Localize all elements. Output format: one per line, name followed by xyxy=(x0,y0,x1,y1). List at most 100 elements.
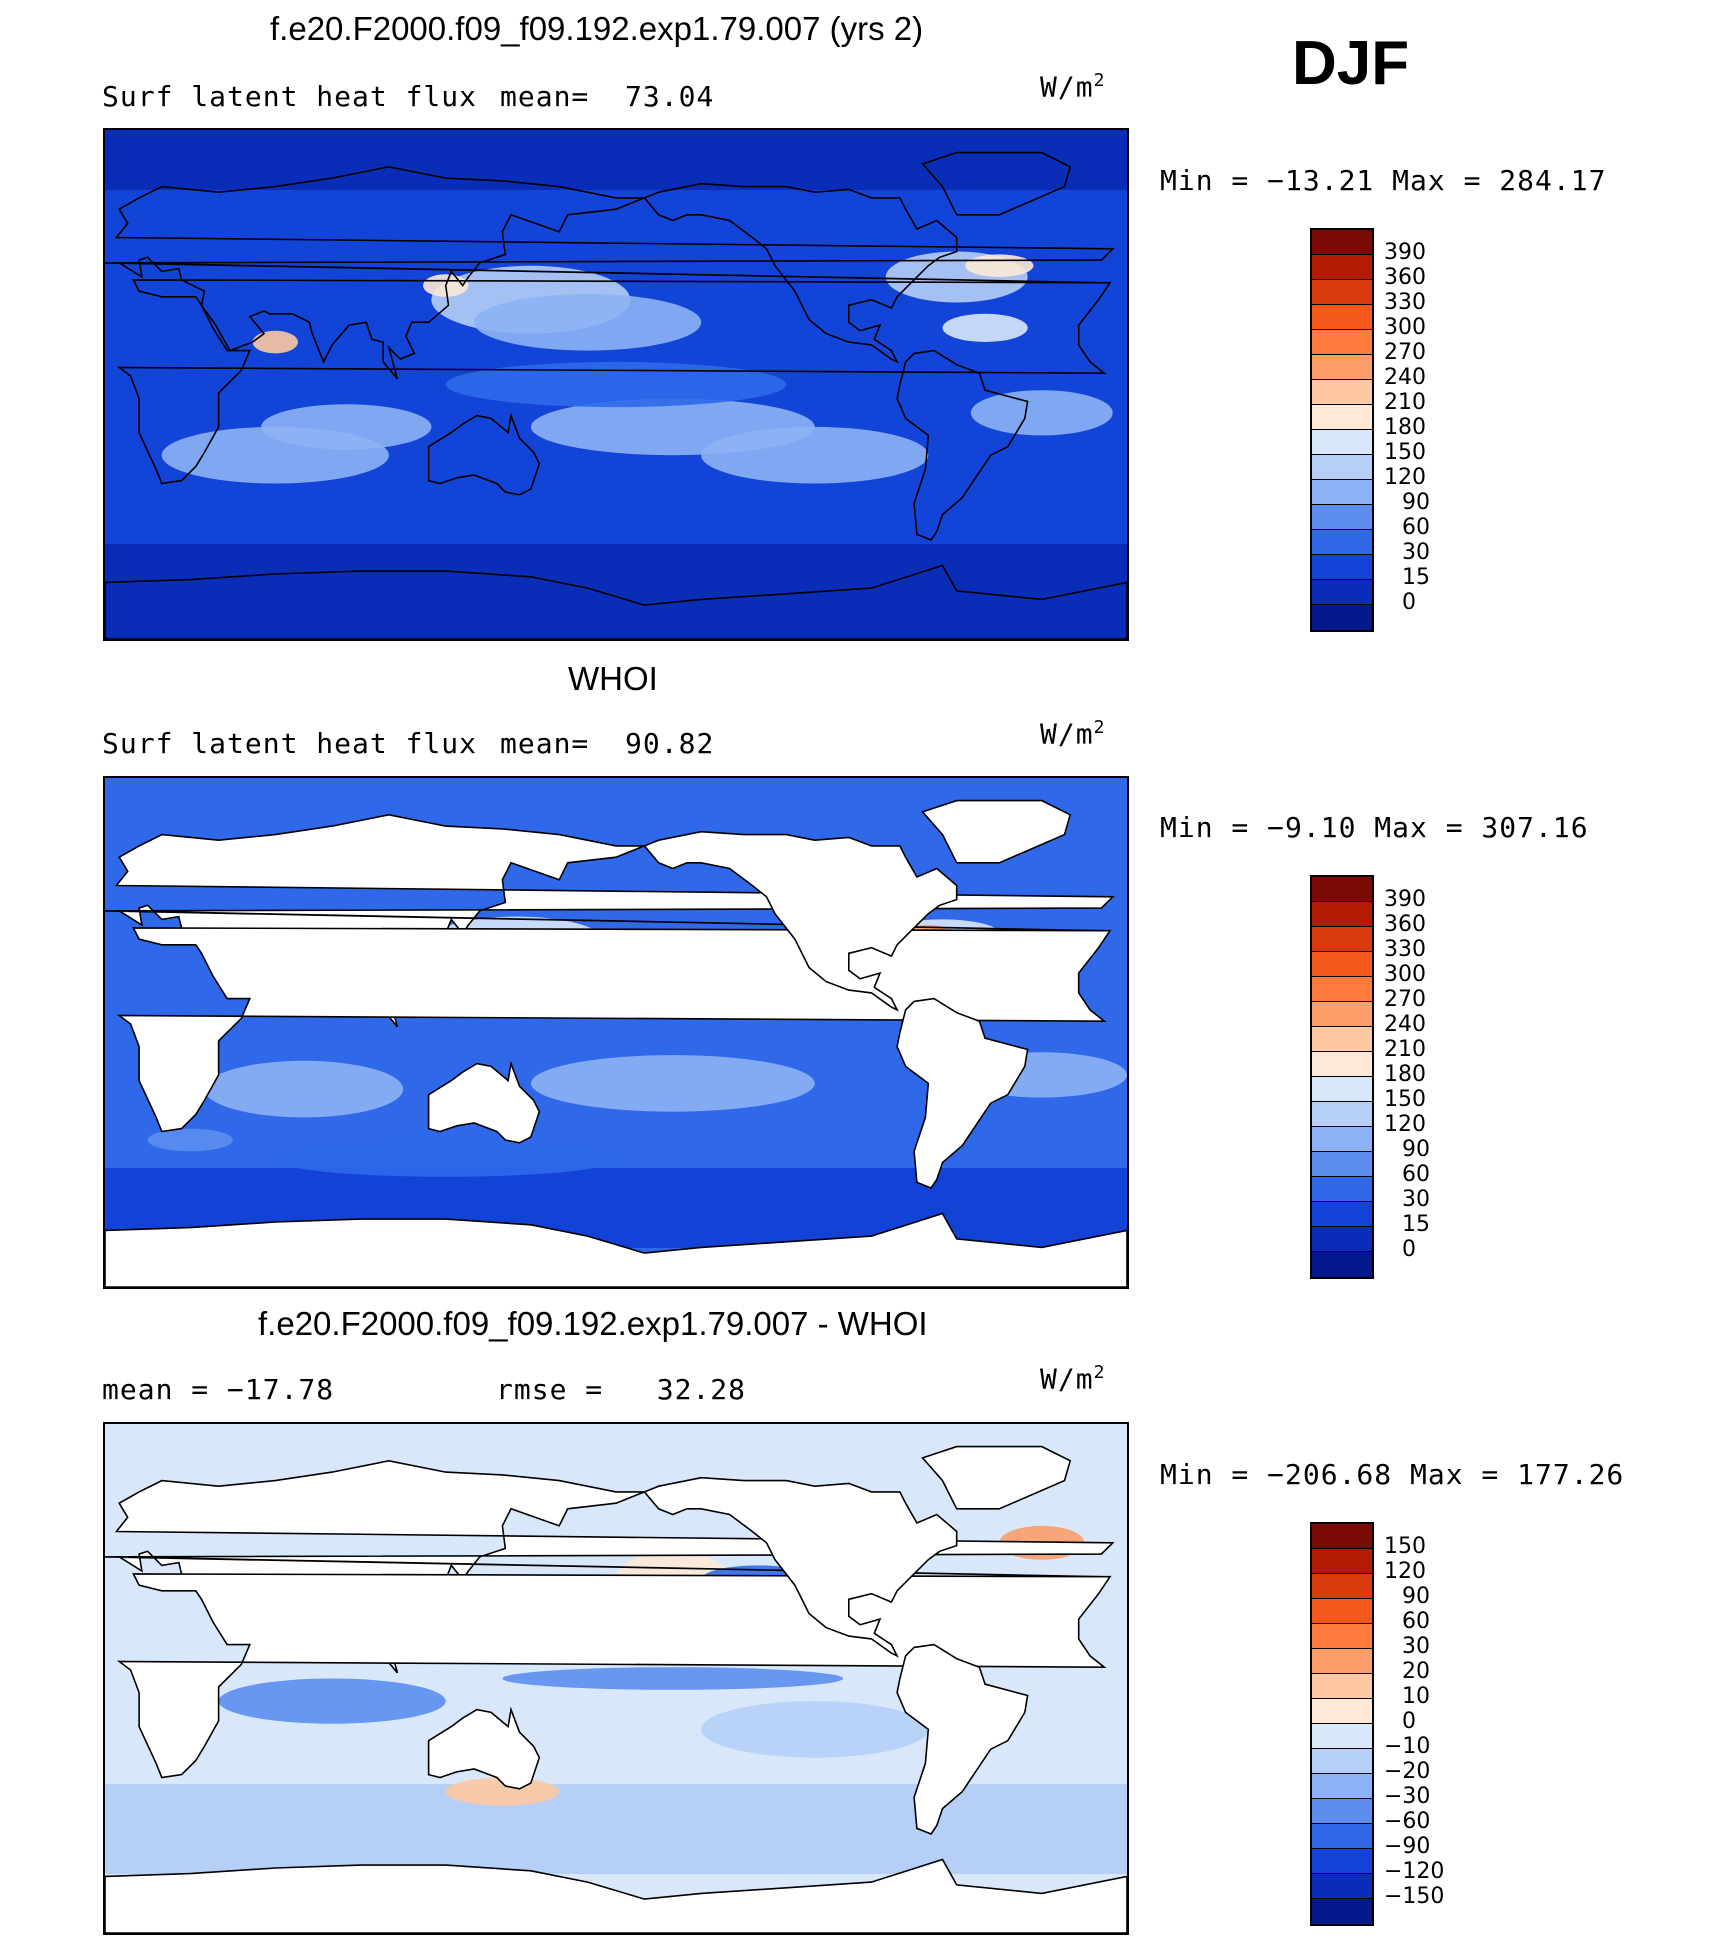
colorbar-segment xyxy=(1312,605,1372,630)
panel-3-colorbar xyxy=(1310,1522,1374,1926)
colorbar-segment xyxy=(1312,1549,1372,1574)
colorbar-tick-label: 270 xyxy=(1384,340,1426,365)
panel-2-mean-label: mean= xyxy=(500,727,590,760)
field-blob xyxy=(261,404,432,450)
colorbar-segment xyxy=(1312,1027,1372,1052)
panel-2-min-max: Min = −9.10 Max = 307.16 xyxy=(1160,811,1589,844)
colorbar-tick-label: −150 xyxy=(1384,1884,1445,1909)
colorbar-segment xyxy=(1312,1849,1372,1874)
colorbar-tick-label: −90 xyxy=(1384,1834,1431,1859)
colorbar-segment xyxy=(1312,280,1372,305)
colorbar-tick-label: 60 xyxy=(1402,515,1430,540)
field-blob xyxy=(204,1060,404,1118)
colorbar-tick-label: 300 xyxy=(1384,962,1426,987)
field-blob xyxy=(530,1055,815,1112)
panel-1-min-max: Min = −13.21 Max = 284.17 xyxy=(1160,164,1607,197)
colorbar-segment xyxy=(1312,580,1372,605)
coastline-africa xyxy=(116,279,1112,485)
field-blob xyxy=(942,313,1028,342)
colorbar-segment xyxy=(1312,1799,1372,1824)
colorbar-tick-label: 30 xyxy=(1402,540,1430,565)
colorbar-segment xyxy=(1312,1699,1372,1724)
colorbar-segment xyxy=(1312,1077,1372,1102)
colorbar-tick-label: 360 xyxy=(1384,912,1426,937)
field-blob xyxy=(502,1667,844,1690)
panel-2-map xyxy=(103,776,1129,1289)
colorbar-tick-label: 210 xyxy=(1384,390,1426,415)
colorbar-tick-label: −30 xyxy=(1384,1784,1431,1809)
colorbar-tick-label: 330 xyxy=(1384,937,1426,962)
colorbar-tick-label: 210 xyxy=(1384,1037,1426,1062)
colorbar-tick-label: 180 xyxy=(1384,1062,1426,1087)
panel-2-units: W/m2 xyxy=(1040,717,1106,751)
colorbar-segment xyxy=(1312,1127,1372,1152)
colorbar-segment xyxy=(1312,1002,1372,1027)
coastline-samerica xyxy=(896,349,1029,541)
coastline-namerica xyxy=(643,1476,958,1658)
panel-2-mean-value: 90.82 xyxy=(625,727,715,760)
colorbar-tick-label: 360 xyxy=(1384,265,1426,290)
panel-3-rmse-label: rmse = xyxy=(496,1373,604,1406)
colorbar-tick-label: 120 xyxy=(1384,1112,1426,1137)
colorbar-tick-label: −60 xyxy=(1384,1809,1431,1834)
field-blob xyxy=(445,361,787,408)
panel-1-units: W/m2 xyxy=(1040,70,1106,104)
coastline-australia xyxy=(427,1706,541,1790)
colorbar-segment xyxy=(1312,380,1372,405)
colorbar-segment xyxy=(1312,1177,1372,1202)
colorbar-segment xyxy=(1312,1524,1372,1549)
colorbar-segment xyxy=(1312,305,1372,330)
colorbar-tick-label: 390 xyxy=(1384,240,1426,265)
colorbar-segment xyxy=(1312,1824,1372,1849)
colorbar-segment xyxy=(1312,1624,1372,1649)
map-band xyxy=(105,1784,1127,1874)
coastline-namerica xyxy=(643,182,958,364)
colorbar-segment xyxy=(1312,1227,1372,1252)
colorbar-segment xyxy=(1312,505,1372,530)
map-field xyxy=(105,778,1127,1287)
field-blob xyxy=(970,390,1113,436)
coastline-greenland xyxy=(921,151,1072,216)
colorbar-tick-label: 60 xyxy=(1402,1609,1430,1634)
coastline-eurasia xyxy=(105,165,1115,380)
colorbar-tick-label: 90 xyxy=(1402,1137,1430,1162)
coastline-samerica xyxy=(896,997,1029,1189)
field-blob xyxy=(965,254,1034,277)
panel-1-mean: mean= 73.04 xyxy=(500,80,714,113)
map-field xyxy=(105,130,1127,639)
field-blob xyxy=(701,1701,929,1758)
colorbar-segment xyxy=(1312,555,1372,580)
coastline-greenland xyxy=(921,1445,1072,1510)
colorbar-segment xyxy=(1312,952,1372,977)
colorbar-segment xyxy=(1312,927,1372,952)
colorbar-tick-label: 90 xyxy=(1402,1584,1430,1609)
colorbar-segment xyxy=(1312,902,1372,927)
colorbar-segment xyxy=(1312,1874,1372,1899)
panel-3-min-max: Min = −206.68 Max = 177.26 xyxy=(1160,1458,1625,1491)
colorbar-segment xyxy=(1312,977,1372,1002)
colorbar-segment xyxy=(1312,1724,1372,1749)
colorbar-segment xyxy=(1312,1102,1372,1127)
map-band xyxy=(105,544,1127,639)
coastline-namerica xyxy=(643,830,958,1012)
coastline-australia xyxy=(427,412,541,496)
colorbar-segment xyxy=(1312,1749,1372,1774)
colorbar-segment xyxy=(1312,530,1372,555)
colorbar-segment xyxy=(1312,1152,1372,1177)
panel-1-mean-value: 73.04 xyxy=(625,80,715,113)
field-blob xyxy=(147,1128,233,1152)
coastline-samerica xyxy=(896,1643,1029,1835)
colorbar-tick-label: 390 xyxy=(1384,887,1426,912)
colorbar-segment xyxy=(1312,1252,1372,1277)
panel-1-map xyxy=(103,128,1129,641)
panel-3-mean: mean = −17.78 xyxy=(102,1373,335,1406)
colorbar-tick-label: 30 xyxy=(1402,1634,1430,1659)
colorbar-tick-label: 300 xyxy=(1384,315,1426,340)
colorbar-segment xyxy=(1312,1649,1372,1674)
field-blob xyxy=(252,330,298,354)
panel-1-title: f.e20.F2000.f09_f09.192.exp1.79.007 (yrs… xyxy=(270,10,924,47)
map-band xyxy=(105,130,1127,190)
colorbar-segment xyxy=(1312,1674,1372,1699)
colorbar-tick-label: 90 xyxy=(1402,490,1430,515)
colorbar-tick-label: 30 xyxy=(1402,1187,1430,1212)
